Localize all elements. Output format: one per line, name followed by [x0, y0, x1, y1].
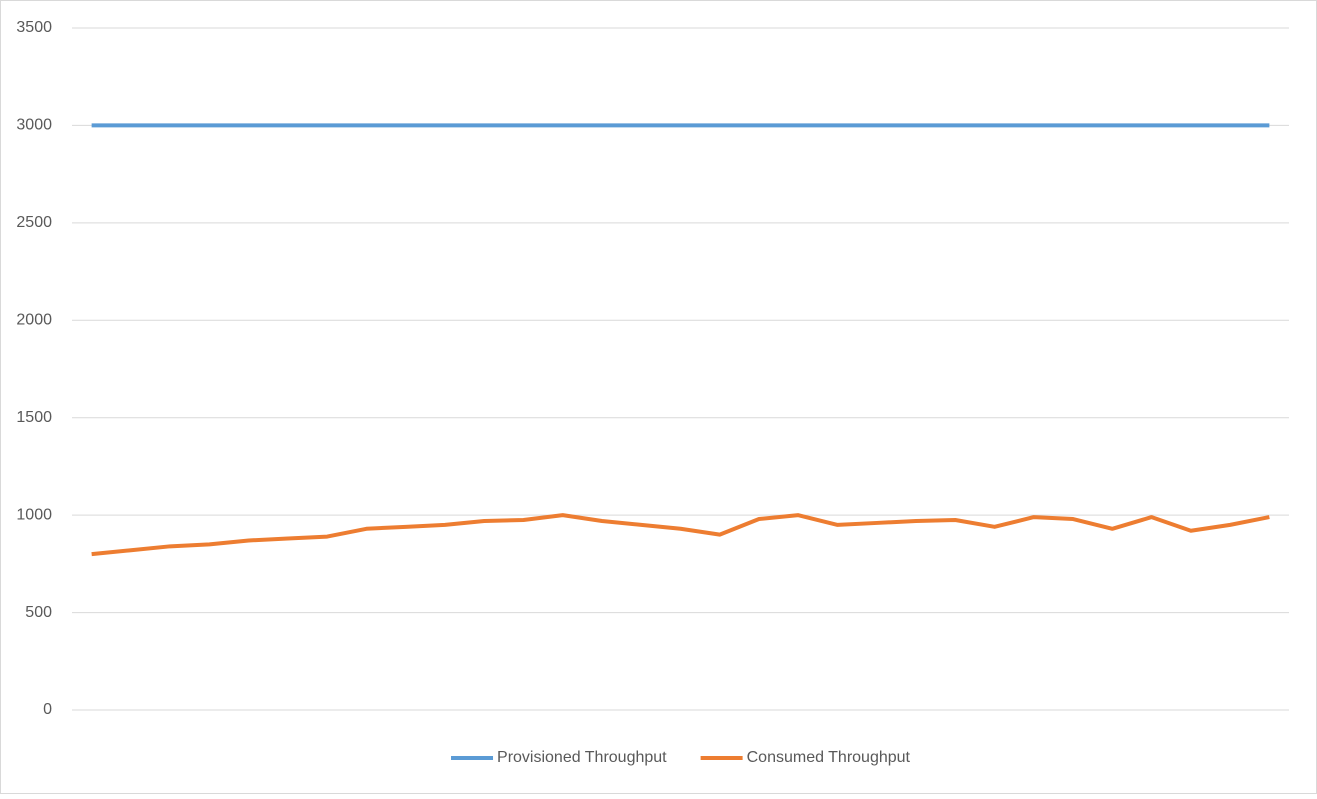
y-tick-label: 1500: [16, 409, 52, 426]
y-tick-label: 3000: [16, 117, 52, 134]
legend-label: Provisioned Throughput: [497, 749, 667, 766]
legend-item: Provisioned Throughput: [451, 749, 667, 766]
legend-item: Consumed Throughput: [700, 749, 911, 766]
legend-label: Consumed Throughput: [747, 749, 911, 766]
y-tick-label: 500: [25, 604, 52, 621]
y-tick-label: 3500: [16, 19, 52, 36]
series-line: [91, 513, 1270, 557]
y-tick-label: 2500: [16, 214, 52, 231]
y-tick-label: 2000: [16, 312, 52, 329]
plot: [91, 123, 1270, 557]
y-tick-label: 0: [43, 701, 52, 718]
legend: Provisioned Throughput Consumed Throughpu…: [451, 749, 911, 766]
y-tick-label: 1000: [16, 506, 52, 523]
